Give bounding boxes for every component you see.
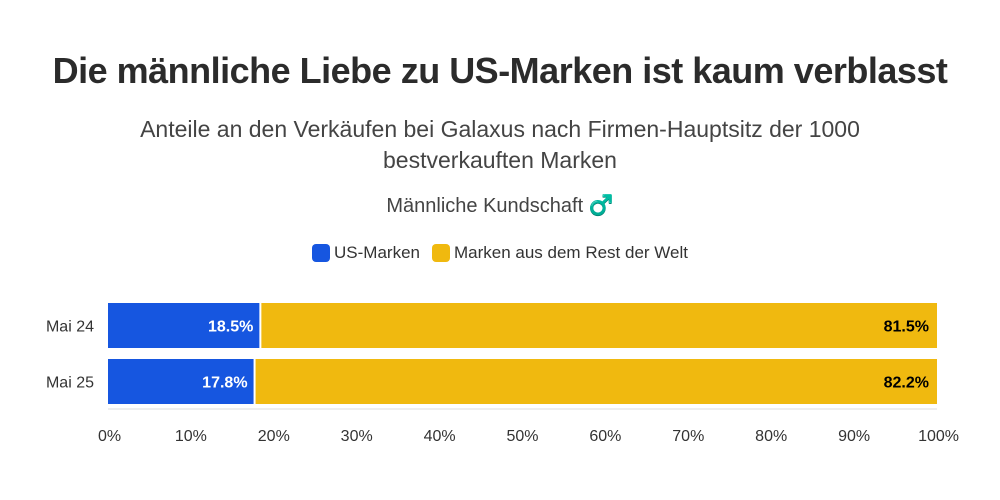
legend-item-rest[interactable]: Marken aus dem Rest der Welt	[431, 243, 688, 263]
chart-subsubtitle: Männliche Kundschaft ♂️	[386, 195, 614, 217]
chart-title: Die männliche Liebe zu US-Marken ist kau…	[52, 50, 948, 91]
legend-swatch-rest	[431, 244, 450, 262]
x-tick-label: 90%	[838, 428, 870, 445]
x-tick-label: 0%	[98, 428, 121, 445]
legend-label-us: US-Marken	[334, 243, 420, 262]
data-label-rest: 81.5%	[884, 319, 929, 336]
category-label: Mai 25	[46, 375, 94, 392]
x-tick-label: 60%	[589, 428, 621, 445]
x-tick-label: 30%	[341, 428, 373, 445]
data-label-rest: 82.2%	[884, 375, 929, 392]
x-tick-label: 100%	[918, 428, 959, 445]
legend-item-us[interactable]: US-Marken	[312, 243, 420, 263]
legend-swatch-us	[312, 244, 331, 262]
data-label-us: 18.5%	[208, 319, 253, 336]
bar-segment-us	[108, 303, 260, 348]
data-label-us: 17.8%	[202, 375, 247, 392]
category-label: Mai 24	[46, 319, 94, 336]
x-tick-label: 40%	[424, 428, 456, 445]
legend: US-Marken Marken aus dem Rest der Welt	[0, 243, 1000, 263]
x-tick-label: 70%	[672, 428, 704, 445]
legend-label-rest: Marken aus dem Rest der Welt	[453, 243, 688, 262]
x-tick-label: 80%	[755, 428, 787, 445]
bar-segment-rest	[261, 303, 937, 348]
bar-segment-us	[108, 359, 254, 404]
bar-segment-rest	[255, 359, 937, 404]
x-tick-label: 20%	[258, 428, 290, 445]
chart-subtitle: Anteile an den Verkäufen bei Galaxus nac…	[140, 116, 860, 173]
x-tick-label: 50%	[506, 428, 538, 445]
x-tick-label: 10%	[175, 428, 207, 445]
